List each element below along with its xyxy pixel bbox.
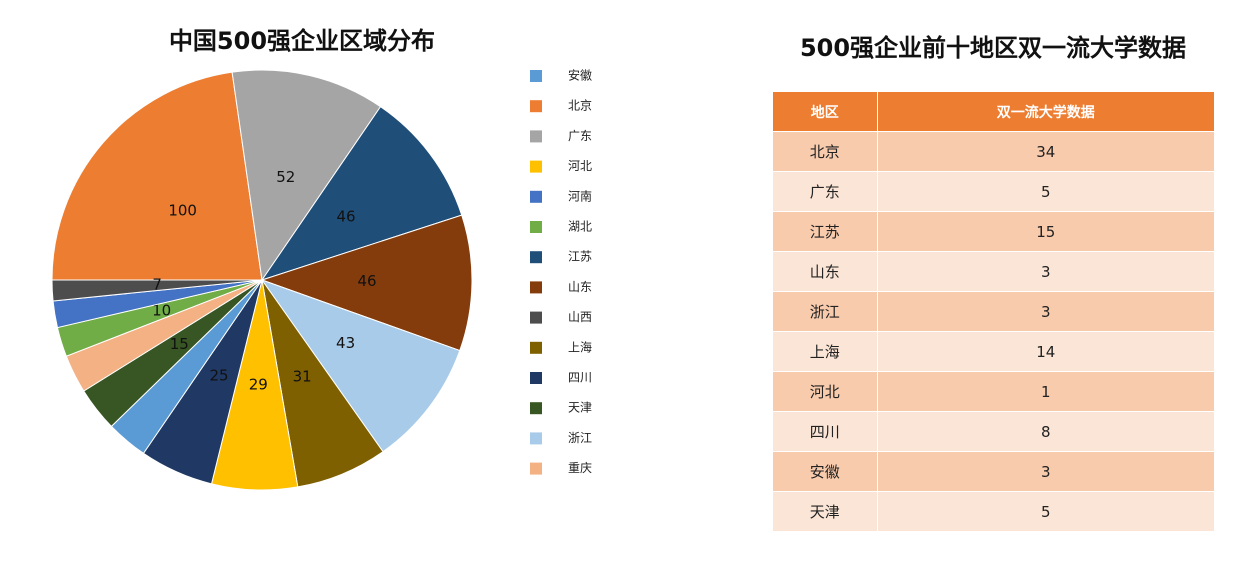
table-cell: 3 [877, 251, 1216, 292]
pie-slice [260, 278, 461, 453]
pie-slice [231, 69, 382, 282]
table-cell: 广东 [773, 171, 878, 212]
legend-label: 浙江 [568, 431, 592, 445]
table-row: 河北 1 [773, 371, 1216, 412]
table-cell: 1 [877, 371, 1216, 412]
header-cell: 双一流大学数据 [877, 92, 1216, 132]
legend-label: 安徽 [568, 68, 592, 83]
legend-label: 天津 [568, 401, 592, 415]
table-cell: 安徽 [773, 451, 878, 492]
data-label: 31 [293, 368, 312, 386]
header-row: 地区 双一流大学数据 [773, 92, 1216, 132]
table-cell: 山东 [773, 251, 878, 292]
data-label: 15 [170, 335, 189, 353]
table-cell: 江苏 [773, 211, 878, 252]
table-cell: 浙江 [773, 291, 878, 332]
pie-slice [51, 279, 263, 302]
legend-swatch [530, 402, 542, 415]
legend-label: 河北 [568, 159, 592, 173]
data-label: 46 [357, 272, 376, 290]
data-label: 46 [337, 208, 356, 226]
pie-slice [260, 105, 463, 281]
table-row: 天津 5 [773, 491, 1216, 532]
legend-swatch [530, 130, 542, 143]
data-label: 10 [152, 302, 171, 320]
table-cell: 天津 [773, 491, 878, 532]
legend-label: 北京 [568, 99, 592, 113]
legend-swatch [530, 221, 542, 233]
table-cell: 北京 [773, 131, 878, 172]
data-label: 43 [336, 334, 355, 352]
legend-swatch [530, 341, 542, 354]
data-table: 地区 双一流大学数据 北京 34 广东 5 江苏 15 山东 3 浙江 3 上海 14 河北 1 四川 8 安徽 3 天… [773, 92, 1216, 532]
data-label: 29 [249, 375, 268, 393]
chart-title: 中国500强企业区域分布 [169, 27, 435, 55]
table-cell: 河北 [773, 371, 878, 412]
data-label: 25 [210, 366, 229, 384]
table-cell: 15 [877, 211, 1216, 252]
table-cell: 8 [877, 411, 1216, 452]
legend-swatch [530, 251, 542, 264]
table-cell: 5 [877, 491, 1216, 532]
legend-swatch [530, 190, 542, 203]
table-cell: 14 [877, 331, 1216, 372]
legend-swatch [530, 100, 542, 113]
legend-label: 广东 [568, 129, 592, 143]
table-row: 浙江 3 [773, 291, 1216, 332]
table-cell: 3 [877, 451, 1216, 492]
legend-swatch [530, 281, 542, 294]
table-row: 四川 8 [773, 411, 1216, 452]
header-cell: 地区 [773, 92, 878, 132]
legend-swatch [530, 432, 542, 445]
table-title: 500强企业前十地区双一流大学数据 [799, 34, 1187, 62]
pie-chart: 中国500强企业区域分布 100 52 46 46 43 31 29 25 15 10 7 安徽北京广… [51, 27, 592, 491]
pie-slice [51, 71, 263, 281]
legend-label: 四川 [568, 371, 592, 385]
table-row: 广东 5 [773, 171, 1216, 212]
legend-swatch [530, 462, 542, 475]
table-cell: 3 [877, 291, 1216, 332]
legend-label: 河南 [568, 188, 592, 203]
table-row: 山东 3 [773, 251, 1216, 292]
data-label: 7 [152, 276, 162, 294]
data-label: 100 [168, 202, 197, 220]
table-row: 安徽 3 [773, 451, 1216, 492]
legend-swatch [530, 372, 542, 384]
legend-swatch [530, 311, 542, 324]
legend-swatch [530, 160, 542, 173]
pie-slice [260, 214, 473, 352]
legend-label: 重庆 [568, 461, 592, 475]
legend-label: 江苏 [568, 250, 592, 264]
table-row: 北京 34 [773, 131, 1216, 172]
legend-label: 湖北 [568, 219, 592, 234]
legend-swatch [530, 70, 542, 82]
table-cell: 四川 [773, 411, 878, 452]
legend-label: 山东 [568, 280, 592, 294]
table-row: 上海 14 [773, 331, 1216, 372]
table-row: 江苏 15 [773, 211, 1216, 252]
table-cell: 5 [877, 171, 1216, 212]
legend-label: 上海 [568, 339, 592, 354]
legend-label: 山西 [568, 310, 592, 324]
table-cell: 上海 [773, 331, 878, 372]
data-label: 52 [276, 168, 295, 186]
table-cell: 34 [877, 131, 1216, 172]
